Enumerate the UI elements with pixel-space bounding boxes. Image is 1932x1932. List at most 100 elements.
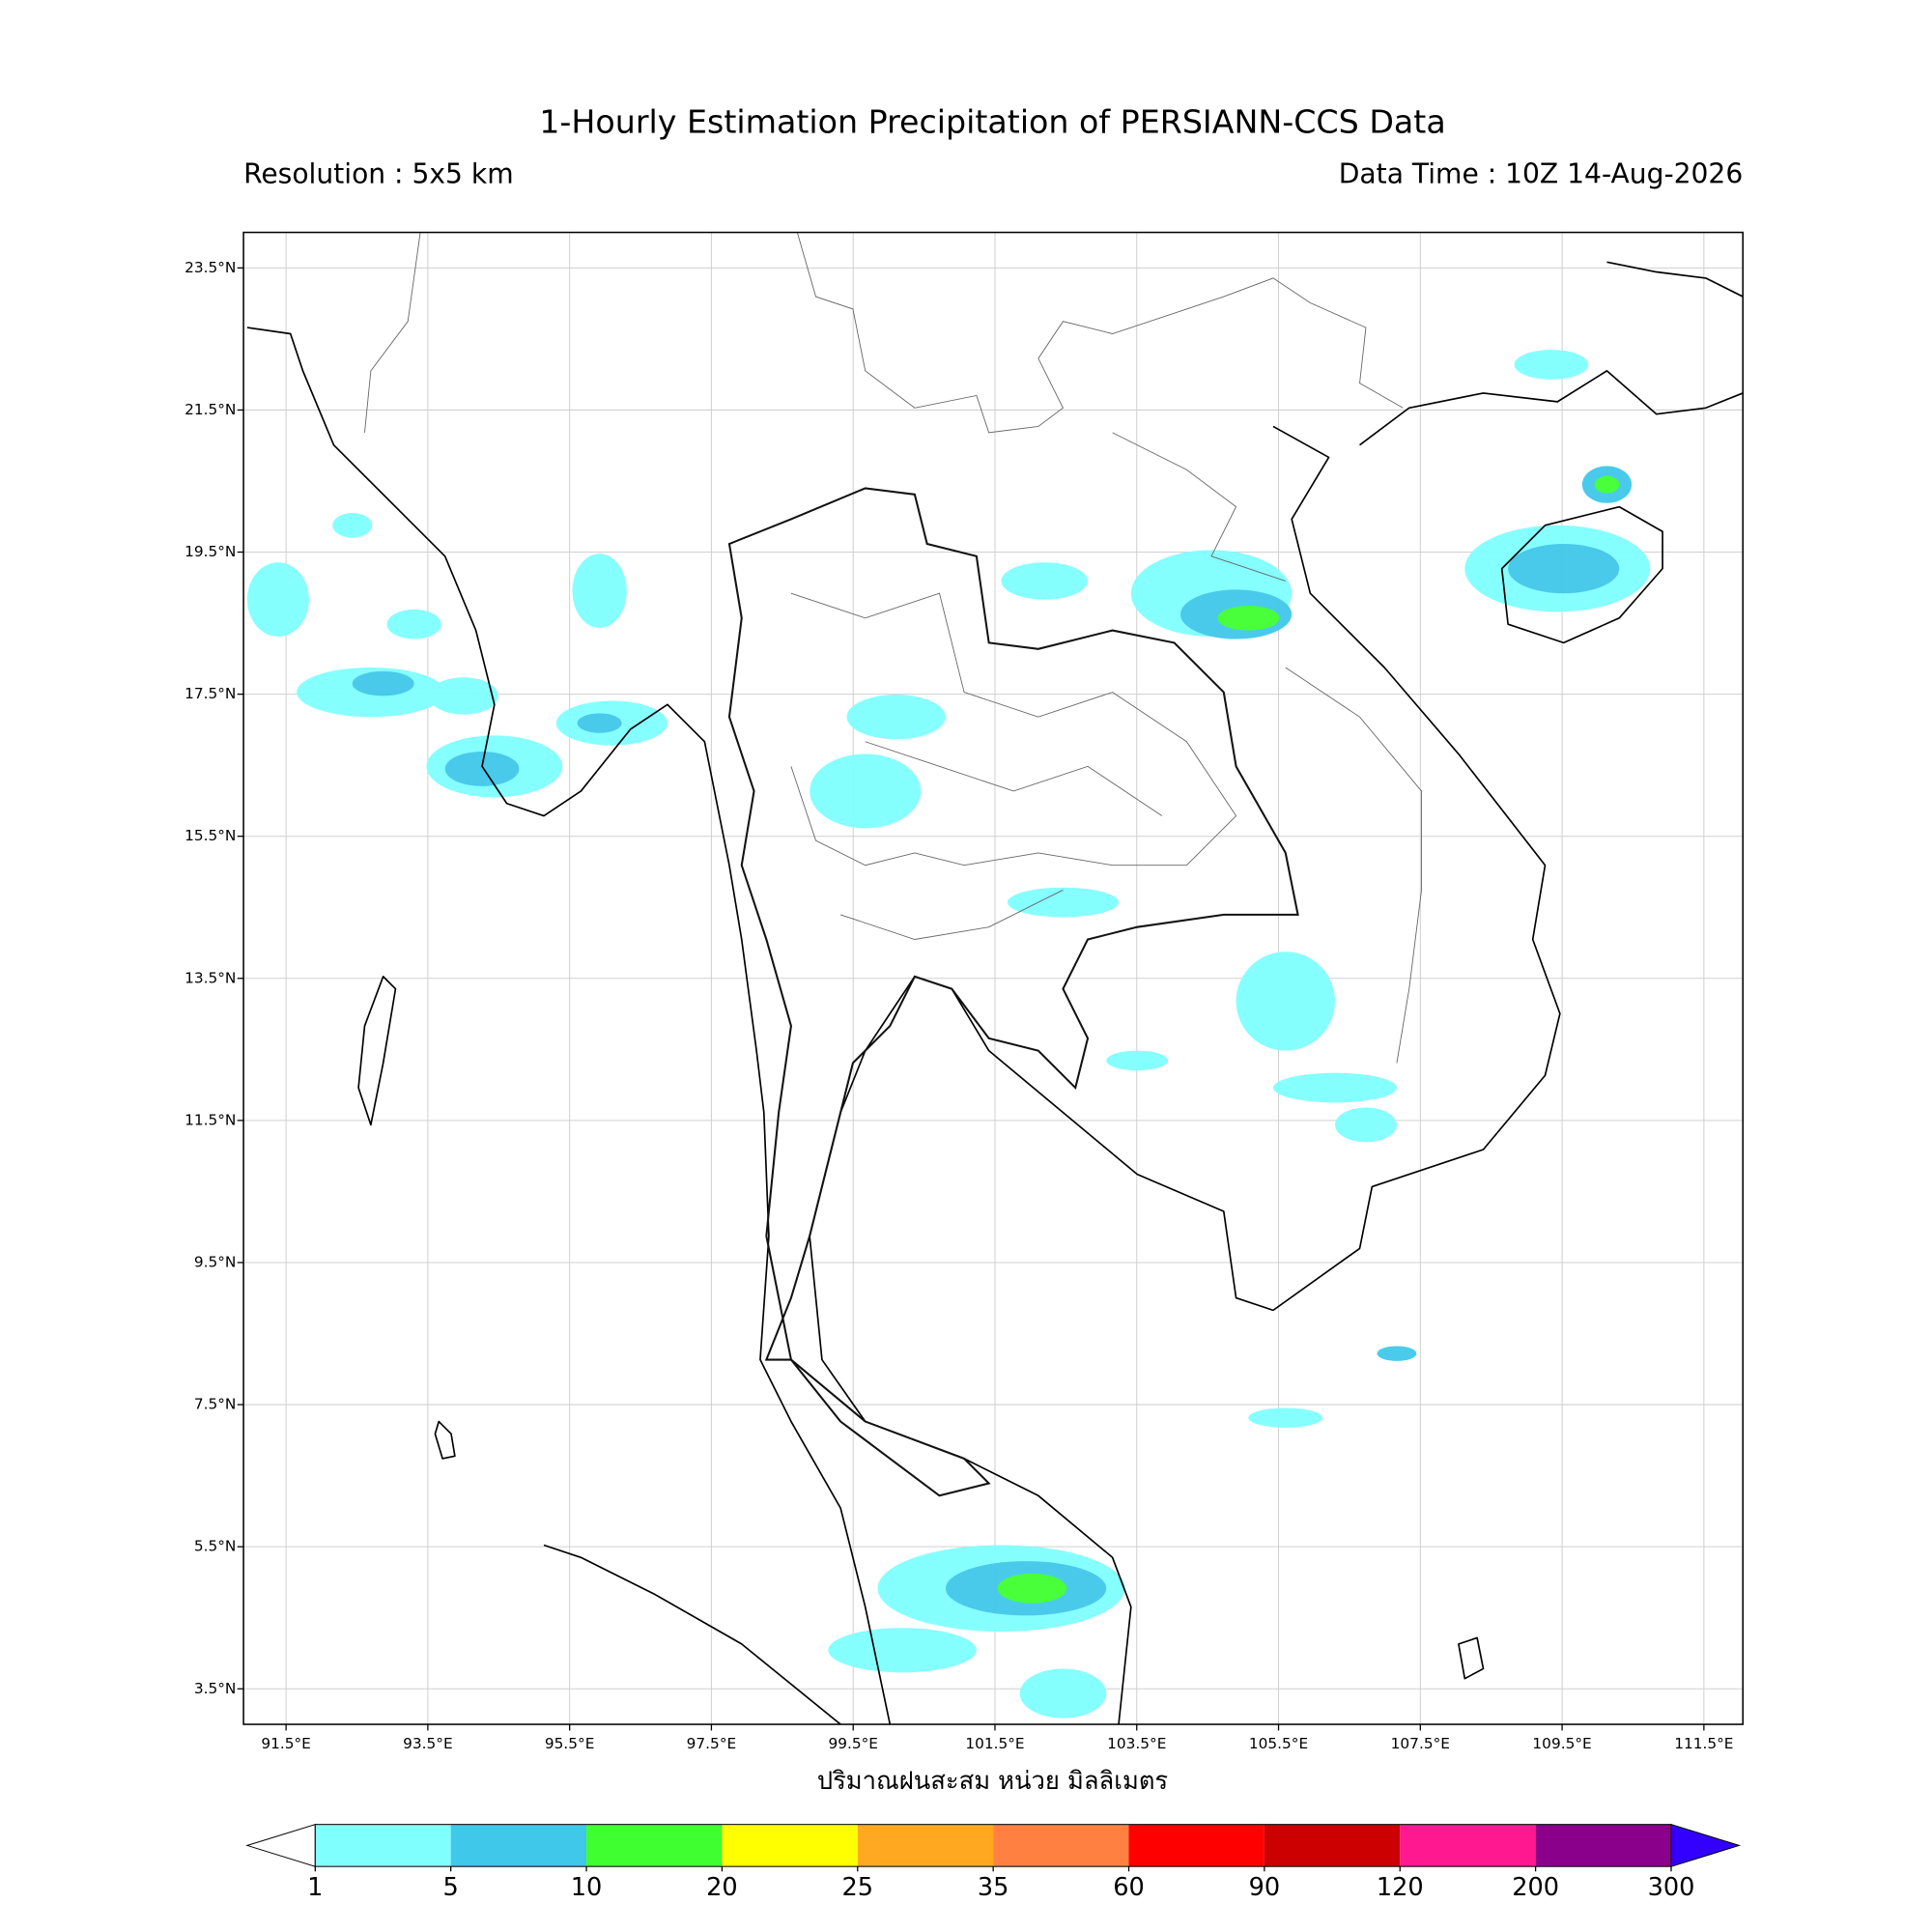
border [1112, 432, 1286, 582]
coastline [1606, 261, 1744, 298]
colorbar-segment [450, 1824, 587, 1867]
colorbar-label: 60 [1113, 1873, 1145, 1902]
grid [243, 232, 1744, 1725]
y-tick-label: 13.5°N [185, 969, 236, 986]
y-tick-label: 5.5°N [194, 1538, 237, 1555]
rain-area [997, 1573, 1067, 1604]
colorbar-segment [1535, 1824, 1672, 1867]
province-border [839, 889, 1064, 940]
island [1500, 505, 1663, 644]
coastline [914, 425, 1561, 1312]
coastline [543, 1544, 841, 1725]
colorbar-label: 35 [978, 1873, 1009, 1902]
rain-area [332, 513, 373, 538]
rain-areas [246, 350, 1651, 1719]
axes: 91.5°E 93.5°E 95.5°E 97.5°E 99.5°E 101.5°E 103… [185, 259, 1733, 1752]
rain-area [1019, 1668, 1107, 1719]
rain-area [1007, 887, 1120, 918]
island [1458, 1636, 1485, 1680]
province-border [865, 741, 1163, 816]
resolution: Resolution : 5x5 km [243, 158, 514, 190]
y-tick-label: 3.5°N [194, 1680, 237, 1697]
y-tick-label: 7.5°N [194, 1396, 237, 1413]
colorbar-label: 5 [443, 1873, 459, 1902]
rain-area [810, 753, 922, 829]
island [357, 976, 397, 1126]
rain-area [577, 713, 622, 733]
colorbar-label: 90 [1249, 1873, 1281, 1902]
rain-area [1508, 544, 1620, 594]
rain-area [246, 562, 309, 637]
borders [364, 232, 1422, 1064]
y-tick-label: 21.5°N [185, 401, 236, 418]
x-axis-label: ปริมาณฝนสะสม หน่วย มิลลิเมตร [817, 1767, 1168, 1796]
province-border [790, 592, 1237, 867]
colorbar-segment [315, 1824, 451, 1867]
x-tick-label: 109.5°E [1532, 1735, 1591, 1752]
coastline [246, 327, 892, 1725]
y-tick-label: 23.5°N [185, 259, 236, 276]
x-tick-label: 105.5°E [1249, 1735, 1308, 1752]
rain-area [1236, 952, 1335, 1051]
rain-area [1217, 605, 1280, 631]
border [1285, 667, 1422, 1064]
border [364, 232, 421, 433]
colorbar-label: 120 [1377, 1873, 1424, 1902]
rain-area [1514, 350, 1589, 380]
y-tick-label: 19.5°N [185, 543, 236, 560]
coastlines [246, 261, 1744, 1725]
thailand-outline [727, 487, 1299, 1497]
island [434, 1420, 456, 1460]
data-time: Data Time : 10Z 14-Aug-2026 [1339, 158, 1743, 190]
colorbar-segment [586, 1824, 723, 1867]
rain-area [1001, 562, 1089, 600]
rain-area [352, 670, 414, 696]
map-layer [246, 232, 1744, 1725]
rain-area [444, 751, 520, 786]
rain-area [386, 609, 441, 639]
colorbar-over [1670, 1823, 1742, 1867]
x-tick-label: 101.5°E [965, 1735, 1024, 1752]
rain-area [429, 677, 498, 715]
rain-area [1334, 1107, 1397, 1143]
y-tick-label: 17.5°N [185, 685, 236, 702]
coastline [1359, 370, 1744, 446]
colorbar-label: 1 [307, 1873, 323, 1902]
rain-area [828, 1628, 977, 1673]
colorbar-label: 25 [841, 1873, 873, 1902]
colorbar: 1 5 10 20 25 35 60 90 120 200 300 [245, 1823, 1742, 1902]
y-tick-label: 15.5°N [185, 827, 236, 844]
rain-area [572, 554, 627, 629]
title: 1-Hourly Estimation Precipitation of PER… [539, 102, 1445, 140]
x-tick-label: 99.5°E [828, 1735, 878, 1752]
x-tick-label: 95.5°E [545, 1735, 595, 1752]
coastline [809, 976, 1132, 1725]
x-tick-label: 91.5°E [261, 1735, 311, 1752]
y-tick-label: 11.5°N [185, 1111, 236, 1128]
rain-area [1594, 475, 1620, 494]
colorbar-segment [993, 1824, 1129, 1867]
colorbar-segment [1128, 1824, 1264, 1867]
border [796, 232, 1404, 434]
colorbar-label: 200 [1512, 1873, 1559, 1902]
colorbar-label: 20 [706, 1873, 738, 1902]
colorbar-segment [1264, 1824, 1401, 1867]
colorbar-under [245, 1823, 316, 1867]
x-tick-label: 111.5°E [1674, 1735, 1733, 1752]
colorbar-label: 300 [1648, 1873, 1695, 1902]
thailand-provinces [727, 487, 1299, 1497]
colorbar-segment [722, 1824, 858, 1867]
colorbar-label: 10 [571, 1873, 603, 1902]
x-tick-label: 93.5°E [403, 1735, 453, 1752]
colorbar-segment [1400, 1824, 1536, 1867]
x-tick-label: 107.5°E [1391, 1735, 1450, 1752]
rain-area [1248, 1407, 1323, 1428]
x-tick-label: 97.5°E [687, 1735, 737, 1752]
x-tick-label: 103.5°E [1107, 1735, 1166, 1752]
rain-area [1377, 1346, 1417, 1361]
colorbar-segment [857, 1824, 994, 1867]
rain-area [1106, 1050, 1169, 1071]
rain-area [1272, 1072, 1397, 1103]
rain-area [846, 695, 946, 740]
